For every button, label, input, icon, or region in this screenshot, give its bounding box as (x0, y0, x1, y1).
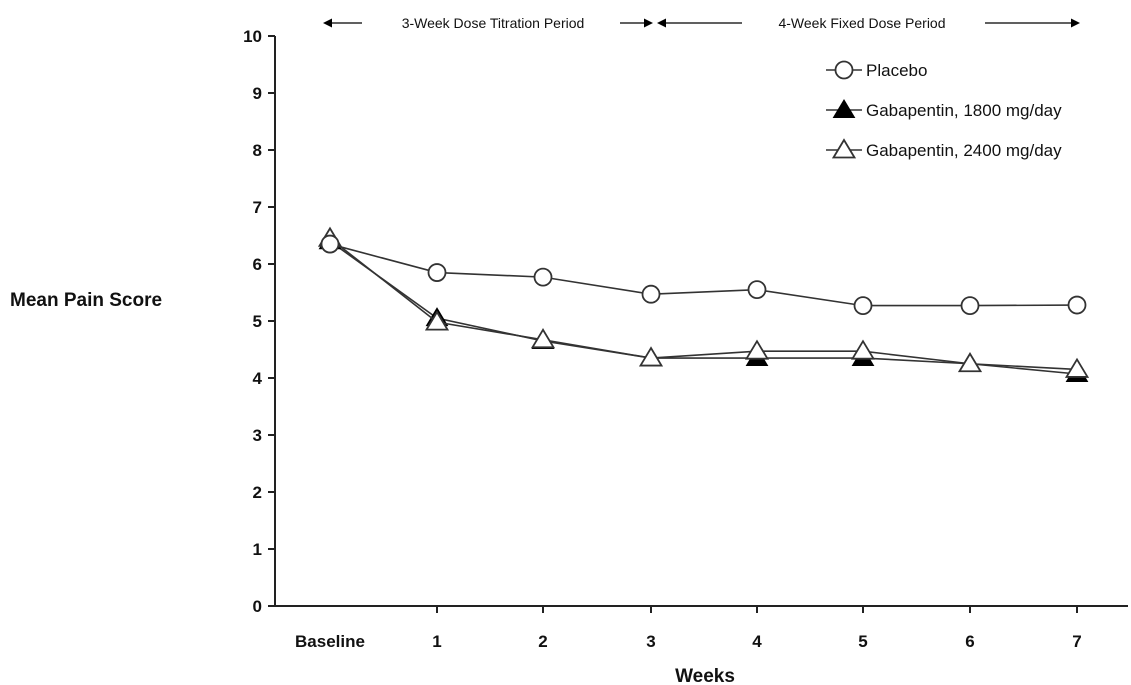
series-group (317, 226, 1090, 383)
y-tick-label: 10 (243, 27, 262, 46)
y-tick-label: 2 (253, 483, 262, 502)
x-tick-label: Baseline (295, 632, 365, 651)
x-tick-label: 7 (1072, 632, 1081, 651)
x-tick-label: 5 (858, 632, 867, 651)
x-tick-label: 1 (432, 632, 441, 651)
x-tick-label: 2 (538, 632, 547, 651)
legend-label: Gabapentin, 1800 mg/day (866, 101, 1062, 120)
period-annotations: 3-Week Dose Titration Period 4-Week Fixed… (323, 15, 1080, 31)
data-point (1067, 295, 1087, 315)
series-line (329, 240, 1078, 375)
period-label-titration: 3-Week Dose Titration Period (402, 15, 585, 31)
series-line (329, 243, 1078, 307)
x-tick-label: 6 (965, 632, 974, 651)
x-tick-label: 3 (646, 632, 655, 651)
legend-marker (834, 60, 854, 80)
period-arrow-right (644, 18, 653, 28)
data-point (320, 234, 340, 254)
legend-label: Placebo (866, 61, 927, 80)
y-tick-label: 9 (253, 84, 262, 103)
y-tick-label: 0 (253, 597, 262, 616)
data-point (424, 310, 450, 331)
data-point (744, 339, 770, 360)
legend: Placebo Gabapentin, 1800 mg/day Gabapentin… (826, 60, 1062, 160)
legend-label: Gabapentin, 2400 mg/day (866, 141, 1062, 160)
data-point (850, 339, 876, 360)
data-point (747, 280, 767, 300)
data-point (530, 328, 556, 349)
period-arrow-right (1071, 18, 1080, 28)
data-point (957, 352, 983, 373)
y-tick-label: 3 (253, 426, 262, 445)
series-0 (320, 234, 1087, 316)
legend-marker (831, 138, 857, 159)
data-point (427, 263, 447, 282)
period-arrow-left (657, 18, 666, 28)
y-tick-label: 6 (253, 255, 262, 274)
data-point (638, 346, 664, 367)
series-line (329, 237, 1078, 371)
x-tick-label: 4 (752, 632, 762, 651)
y-tick-label: 8 (253, 141, 262, 160)
y-tick-label: 4 (253, 369, 263, 388)
data-point (533, 267, 553, 287)
y-axis-title: Mean Pain Score (10, 290, 162, 311)
legend-marker (832, 99, 856, 118)
y-tick-label: 1 (253, 540, 262, 559)
y-tick-label: 7 (253, 198, 262, 217)
x-axis-title: Weeks (675, 666, 735, 685)
data-point (1064, 357, 1090, 378)
data-point (853, 296, 873, 316)
data-point (960, 296, 980, 316)
period-arrow-left (323, 18, 332, 28)
data-point (641, 284, 661, 304)
period-label-fixed-dose: 4-Week Fixed Dose Period (778, 15, 945, 31)
y-tick-label: 5 (253, 312, 262, 331)
axes: 0 1 2 3 4 5 6 7 8 9 10 Baseline 1 2 3 4 5 6 7 (243, 27, 1128, 651)
